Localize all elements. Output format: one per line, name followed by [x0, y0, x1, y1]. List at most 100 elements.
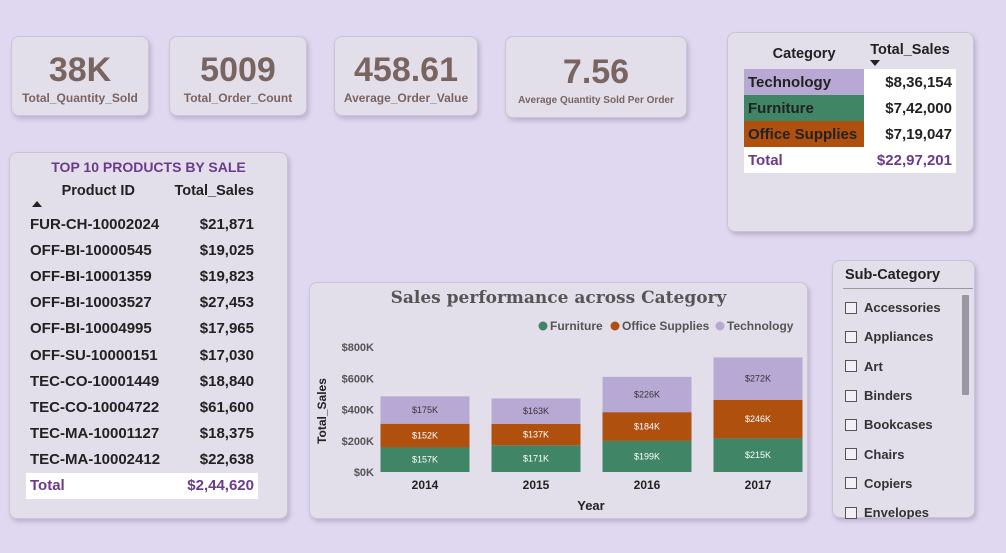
- checkbox[interactable]: [845, 418, 857, 431]
- stacked-bar-chart: $0K $200K $400K $600K $800K Total_Sales Year $1…: [315, 319, 803, 513]
- slicer-item[interactable]: Bookcases: [845, 410, 963, 439]
- category-name: Technology: [744, 69, 865, 95]
- checkbox[interactable]: [845, 477, 857, 490]
- legend-marker: [538, 321, 548, 331]
- total-value: $2,44,620: [170, 472, 258, 500]
- data-label: $226K: [634, 390, 660, 400]
- data-label: $152K: [412, 431, 438, 441]
- bar-segment: [602, 440, 692, 472]
- legend-label: Technology: [727, 319, 794, 333]
- product-sales: $19,823: [170, 263, 258, 290]
- product-id: OFF-SU-10000151: [26, 341, 171, 369]
- kpi-label: Average Quantity Sold Per Order: [518, 95, 674, 106]
- checkbox[interactable]: [845, 506, 857, 519]
- product-sales: $17,965: [170, 315, 258, 342]
- checkbox[interactable]: [845, 389, 857, 402]
- checkbox[interactable]: [845, 330, 857, 343]
- column-header-total-sales[interactable]: Total_Sales: [170, 179, 258, 211]
- table-row[interactable]: TEC-MA-10001127 $18,375: [26, 420, 258, 447]
- kpi-label: Total_Order_Count: [183, 91, 293, 105]
- data-label: $137K: [523, 430, 549, 440]
- x-axis-label: Year: [577, 498, 604, 513]
- data-label: $171K: [523, 454, 549, 464]
- table-row[interactable]: TEC-MA-10002412 $22,638: [26, 446, 258, 473]
- table-row[interactable]: OFF-BI-10003527 $27,453: [26, 289, 258, 316]
- category-sales: $7,42,000: [864, 95, 956, 121]
- product-id: OFF-BI-10003527: [26, 289, 171, 316]
- column-header-total-sales[interactable]: Total_Sales: [864, 39, 956, 69]
- data-label: $157K: [412, 455, 438, 465]
- data-label: $184K: [634, 422, 660, 432]
- bar-segment: [713, 399, 803, 439]
- product-sales: $18,840: [170, 368, 258, 395]
- slicer-item-label: Accessories: [864, 300, 941, 316]
- slicer-item[interactable]: Chairs: [845, 439, 963, 468]
- slicer-item-label: Copiers: [864, 475, 913, 491]
- table-row[interactable]: OFF-BI-10000545 $19,025: [26, 237, 258, 264]
- category-row[interactable]: Technology $8,36,154: [744, 69, 956, 95]
- y-axis-label: Total_Sales: [315, 378, 329, 444]
- y-tick-label: $600K: [342, 373, 374, 385]
- slicer-item[interactable]: Envelopes: [845, 498, 963, 519]
- x-tick-label: 2017: [745, 478, 772, 492]
- top-products-card: TOP 10 PRODUCTS BY SALE Product ID Total…: [9, 152, 288, 519]
- checkbox[interactable]: [845, 301, 857, 314]
- product-id: FUR-CH-10002024: [26, 211, 171, 238]
- product-id: OFF-BI-10004995: [26, 315, 171, 342]
- category-sales-table-card: Category Total_Sales Technology $8,36,15…: [727, 32, 974, 232]
- category-sales: $7,19,047: [864, 121, 956, 147]
- bar-segment: [380, 447, 470, 472]
- table-row[interactable]: TEC-CO-10001449 $18,840: [26, 368, 258, 395]
- bar-segment: [602, 376, 692, 413]
- category-sales-table: Category Total_Sales Technology $8,36,15…: [744, 39, 956, 173]
- bar-segment: [602, 412, 692, 441]
- table-row[interactable]: OFF-BI-10004995 $17,965: [26, 315, 258, 342]
- data-label: $163K: [523, 406, 549, 416]
- category-name: Furniture: [744, 95, 865, 121]
- y-tick-label: $0K: [354, 467, 374, 479]
- slicer-scrollbar[interactable]: [962, 295, 969, 395]
- slicer-item[interactable]: Binders: [845, 381, 963, 410]
- legend-marker: [715, 321, 725, 331]
- category-row[interactable]: Office Supplies $7,19,047: [744, 121, 956, 147]
- top-products-table: Product ID Total_Sales FUR-CH-10002024 $…: [26, 179, 258, 500]
- data-label: $272K: [745, 374, 771, 384]
- product-id: TEC-CO-10001449: [26, 368, 171, 395]
- slicer-divider: [843, 288, 973, 289]
- product-sales: $21,871: [170, 211, 258, 238]
- slicer-item-label: Envelopes: [864, 505, 930, 519]
- checkbox[interactable]: [845, 448, 857, 461]
- slicer-item[interactable]: Accessories: [845, 293, 963, 322]
- slicer-item[interactable]: Art: [845, 352, 963, 381]
- table-row[interactable]: TEC-CO-10004722 $61,600: [26, 394, 258, 421]
- table-row[interactable]: OFF-SU-10000151 $17,030: [26, 341, 258, 369]
- table-row[interactable]: OFF-BI-10001359 $19,823: [26, 263, 258, 290]
- data-label: $199K: [634, 451, 660, 461]
- bar-segment: [713, 438, 803, 472]
- kpi-value: 38K: [48, 51, 112, 89]
- kpi-label: Total_Quantity_Sold: [22, 91, 138, 105]
- kpi-card-total-order-count: 5009 Total_Order_Count: [169, 36, 307, 116]
- category-name: Office Supplies: [744, 121, 865, 147]
- kpi-value: 458.61: [354, 51, 458, 89]
- column-header-product-id[interactable]: Product ID: [26, 179, 171, 211]
- data-label: $246K: [745, 414, 771, 424]
- slicer-item[interactable]: Appliances: [845, 322, 963, 351]
- checkbox[interactable]: [845, 360, 857, 373]
- sub-category-slicer: Sub-Category Accessories Appliances Art Bin…: [832, 260, 975, 519]
- product-id: TEC-MA-10002412: [26, 446, 171, 473]
- kpi-card-average-order-value: 458.61 Average_Order_Value: [334, 36, 478, 116]
- slicer-item-label: Bookcases: [864, 417, 933, 433]
- slicer-item[interactable]: Copiers: [845, 469, 963, 498]
- product-id: TEC-CO-10004722: [26, 394, 171, 421]
- column-header-category[interactable]: Category: [744, 39, 865, 69]
- table-row[interactable]: FUR-CH-10002024 $21,871: [26, 211, 258, 238]
- chart-title: Sales performance across Category: [390, 288, 727, 308]
- product-sales: $61,600: [170, 394, 258, 421]
- y-tick-label: $400K: [342, 405, 374, 417]
- category-row[interactable]: Furniture $7,42,000: [744, 95, 956, 121]
- x-tick-label: 2014: [412, 478, 439, 492]
- kpi-card-total-quantity: 38K Total_Quantity_Sold: [11, 36, 149, 116]
- total-value: $22,97,201: [864, 147, 956, 173]
- product-sales: $27,453: [170, 289, 258, 316]
